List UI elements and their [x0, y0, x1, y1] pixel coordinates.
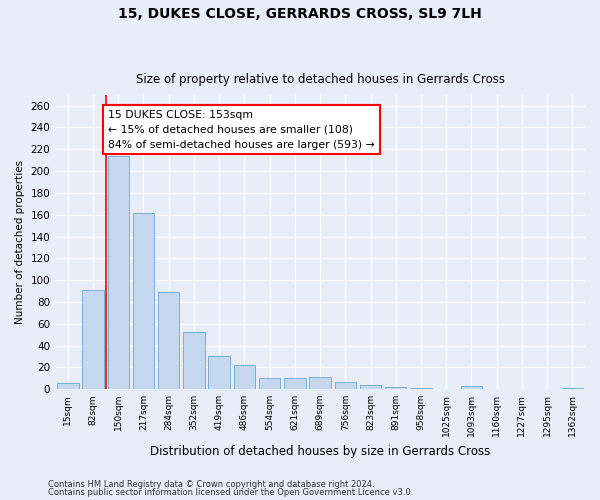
- Bar: [259, 378, 280, 389]
- Y-axis label: Number of detached properties: Number of detached properties: [15, 160, 25, 324]
- Bar: [562, 388, 583, 389]
- Bar: [410, 388, 432, 389]
- Text: Contains HM Land Registry data © Crown copyright and database right 2024.: Contains HM Land Registry data © Crown c…: [48, 480, 374, 489]
- Bar: [158, 292, 179, 389]
- Bar: [133, 212, 154, 389]
- Bar: [310, 377, 331, 389]
- Bar: [360, 385, 381, 389]
- Bar: [82, 290, 104, 389]
- Bar: [107, 156, 129, 389]
- Bar: [208, 356, 230, 389]
- Bar: [284, 378, 305, 389]
- Bar: [57, 382, 79, 389]
- Text: Contains public sector information licensed under the Open Government Licence v3: Contains public sector information licen…: [48, 488, 413, 497]
- Text: 15 DUKES CLOSE: 153sqm
← 15% of detached houses are smaller (108)
84% of semi-de: 15 DUKES CLOSE: 153sqm ← 15% of detached…: [108, 110, 375, 150]
- Bar: [183, 332, 205, 389]
- Bar: [461, 386, 482, 389]
- Text: 15, DUKES CLOSE, GERRARDS CROSS, SL9 7LH: 15, DUKES CLOSE, GERRARDS CROSS, SL9 7LH: [118, 8, 482, 22]
- Bar: [335, 382, 356, 389]
- X-axis label: Distribution of detached houses by size in Gerrards Cross: Distribution of detached houses by size …: [150, 444, 490, 458]
- Title: Size of property relative to detached houses in Gerrards Cross: Size of property relative to detached ho…: [136, 74, 505, 86]
- Bar: [233, 365, 255, 389]
- Bar: [385, 387, 406, 389]
